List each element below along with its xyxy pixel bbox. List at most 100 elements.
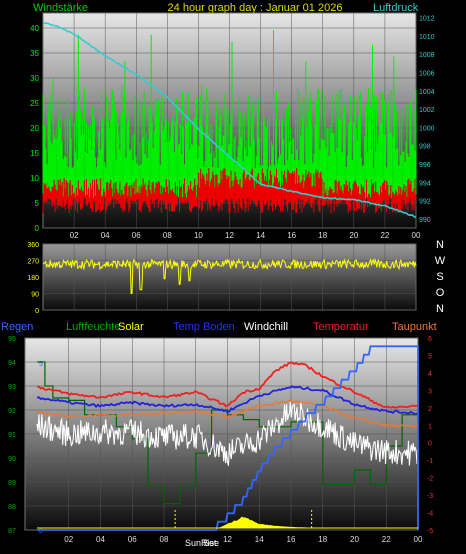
temp_boden-series bbox=[36, 385, 419, 416]
x-tick-label: 22 bbox=[382, 535, 391, 544]
legend-temp-boden: Temp Boden bbox=[173, 321, 235, 333]
x-tick-label: 16 bbox=[287, 535, 296, 544]
y-left-tick-label: 15 bbox=[30, 149, 39, 158]
wind-direction-plot: 0 90 180 270 360 bbox=[27, 242, 417, 315]
y-right-tick-label: 994 bbox=[419, 180, 431, 187]
right-axis-title: Luftdruck bbox=[373, 2, 419, 14]
y-tick-label: 270 bbox=[27, 259, 39, 266]
y-temp-tick-label: 2 bbox=[428, 406, 432, 413]
y-left-tick-label: 30 bbox=[30, 74, 39, 83]
x-tick-label: 16 bbox=[287, 231, 296, 240]
wind-average-series bbox=[42, 168, 417, 213]
legend-luftfeuchte: Luftfeuchte bbox=[66, 321, 120, 333]
y-humidity-tick-label: 93 bbox=[8, 384, 16, 391]
y-temp-tick-label: -1 bbox=[427, 458, 433, 465]
compass-w: W bbox=[435, 255, 446, 267]
y-left-tick-label: 20 bbox=[30, 124, 39, 133]
sunset-label: Set bbox=[203, 538, 217, 548]
y-tick-label: 180 bbox=[27, 275, 39, 282]
y-temp-tick-label: 5 bbox=[428, 353, 432, 360]
y-left-tick-label: 40 bbox=[30, 24, 39, 33]
y-humidity-tick-label: 87 bbox=[8, 528, 16, 535]
luftfeuchte-series bbox=[37, 361, 419, 505]
x-tick-label: 06 bbox=[132, 231, 141, 240]
x-tick-label: 12 bbox=[223, 535, 232, 544]
x-tick-label: 12 bbox=[225, 231, 234, 240]
y-right-tick-label: 1000 bbox=[419, 125, 435, 132]
x-tick-label: 22 bbox=[380, 231, 389, 240]
y-right-tick-label: 1002 bbox=[419, 107, 435, 114]
y-temp-tick-label: -2 bbox=[427, 476, 433, 483]
x-tick-label: 18 bbox=[318, 231, 327, 240]
x-tick-label: 14 bbox=[255, 535, 264, 544]
left-axis-title: Windstärke bbox=[33, 2, 88, 14]
sunrise-label: SunRise bbox=[185, 538, 219, 548]
y-right-tick-label: 990 bbox=[419, 217, 431, 224]
compass-o: O bbox=[436, 287, 445, 299]
wind-gust-series bbox=[42, 30, 417, 198]
y-temp-tick-label: -4 bbox=[427, 511, 433, 518]
compass-n-top: N bbox=[436, 239, 444, 251]
x-tick-label: 04 bbox=[96, 535, 105, 544]
x-tick-label: 14 bbox=[256, 231, 265, 240]
chart-title: 24 hour graph day : Januar 01 2026 bbox=[168, 2, 343, 14]
x-tick-label: 10 bbox=[194, 231, 203, 240]
y-temp-tick-label: -3 bbox=[427, 493, 433, 500]
regen-series bbox=[37, 345, 419, 531]
windchill-series bbox=[36, 402, 419, 466]
pressure-series bbox=[42, 21, 417, 218]
y-right-tick-label: 1010 bbox=[419, 34, 435, 41]
temperatur-series bbox=[36, 361, 419, 409]
y-humidity-tick-label: 89 bbox=[8, 480, 16, 487]
y-left-tick-label: 0 bbox=[35, 224, 40, 233]
y-humidity-tick-label: 90 bbox=[8, 456, 16, 463]
y-right-tick-label: 998 bbox=[419, 144, 431, 151]
x-tick-label: 04 bbox=[101, 231, 110, 240]
y-tick-label: 0 bbox=[35, 308, 39, 315]
y-right-tick-label: 1008 bbox=[419, 52, 435, 59]
taupunkt-series bbox=[36, 399, 419, 429]
y-humidity-tick-label: 95 bbox=[8, 336, 16, 343]
x-tick-label: 20 bbox=[350, 535, 359, 544]
y-temp-tick-label: 0 bbox=[428, 441, 432, 448]
legend-taupunkt: Taupunkt bbox=[392, 321, 437, 333]
y-humidity-tick-label: 92 bbox=[8, 408, 16, 415]
legend-regen: Regen bbox=[1, 321, 33, 333]
y-temp-tick-label: -5 bbox=[427, 528, 433, 535]
y-temp-tick-label: 1 bbox=[428, 423, 432, 430]
x-tick-label: 06 bbox=[128, 535, 137, 544]
compass-s: S bbox=[436, 271, 443, 283]
y-left-tick-label: 35 bbox=[30, 49, 39, 58]
y-temp-tick-label: 4 bbox=[428, 371, 432, 378]
x-tick-label: 20 bbox=[349, 231, 358, 240]
y-temp-tick-label: 3 bbox=[428, 388, 432, 395]
x-tick-label: 02 bbox=[64, 535, 73, 544]
y-right-tick-label: 1012 bbox=[419, 16, 435, 23]
legend-solar: Solar bbox=[118, 321, 144, 333]
y-left-tick-label: 10 bbox=[30, 174, 39, 183]
x-tick-label: 00 bbox=[412, 231, 421, 240]
x-tick-label: 00 bbox=[414, 535, 423, 544]
legend-windchill: Windchill bbox=[244, 321, 288, 333]
y-tick-label: 90 bbox=[31, 292, 39, 299]
x-tick-label: 18 bbox=[318, 535, 327, 544]
legend-temperatur: Temperatur bbox=[313, 321, 369, 333]
y-right-tick-label: 996 bbox=[419, 162, 431, 169]
solar-series bbox=[37, 516, 418, 529]
y-right-tick-label: 1006 bbox=[419, 70, 435, 77]
x-tick-label: 02 bbox=[70, 231, 79, 240]
compass-n-bottom: N bbox=[436, 303, 444, 315]
y-right-tick-label: 992 bbox=[419, 199, 431, 206]
y-humidity-tick-label: 91 bbox=[8, 432, 16, 439]
x-tick-label: 08 bbox=[160, 535, 169, 544]
y-right-tick-label: 1004 bbox=[419, 89, 435, 96]
y-humidity-tick-label: 88 bbox=[8, 504, 16, 511]
y-humidity-tick-label: 94 bbox=[8, 360, 16, 367]
y-left-tick-label: 25 bbox=[30, 99, 39, 108]
y-rain-tick-label: 0 bbox=[39, 528, 43, 535]
y-temp-tick-label: 6 bbox=[428, 336, 432, 343]
